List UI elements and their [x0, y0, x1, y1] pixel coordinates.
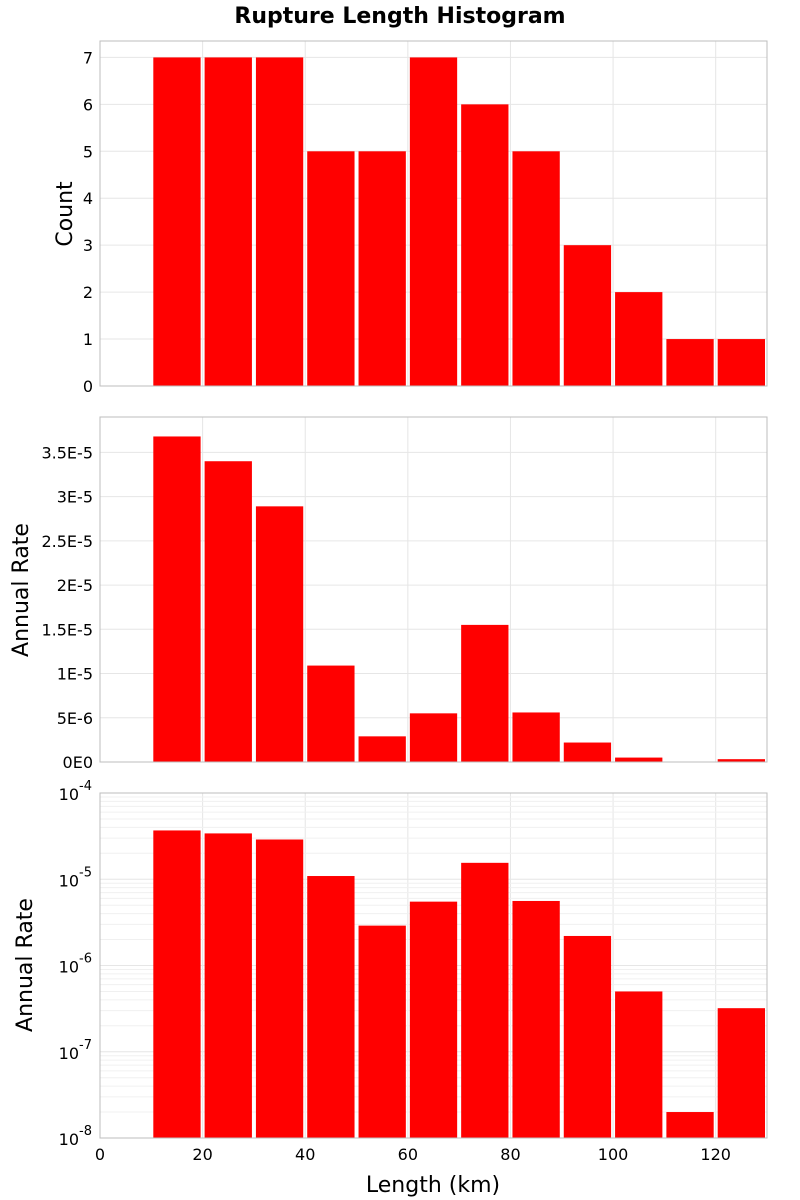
- y-tick-label: 0: [83, 377, 93, 396]
- histogram-bar: [461, 624, 509, 762]
- histogram-bar: [255, 839, 304, 1138]
- y-tick-label: 2E-5: [57, 576, 93, 595]
- y-tick-label: 5E-6: [57, 709, 93, 728]
- ylabel-count: Count: [53, 181, 78, 247]
- histogram-bar: [204, 833, 252, 1138]
- y-tick-label: 7: [83, 48, 93, 67]
- y-tick-label: 1E-5: [57, 665, 93, 684]
- y-tick-label: 1: [83, 330, 93, 349]
- histogram-bar: [153, 57, 201, 387]
- histogram-bar: [615, 757, 663, 762]
- histogram-bar: [204, 57, 252, 387]
- y-tick-label: 6: [83, 95, 93, 114]
- plot-frame: [99, 40, 768, 387]
- histogram-bar: [461, 104, 509, 387]
- x-tick-label: 60: [398, 1145, 418, 1164]
- histogram-bar: [255, 57, 304, 387]
- rate-log-panel: 10-8 10-7 10-6 10-5 10-4 0 20 40 60 80 100 120: [59, 779, 768, 1164]
- histogram-bar: [717, 339, 765, 386]
- y-tick-label: 10-4: [59, 779, 92, 804]
- y-tick-label: 0E0: [63, 753, 93, 772]
- histogram-bar: [409, 57, 458, 387]
- y-tick-label: 3.5E-5: [41, 443, 93, 462]
- y-tick-label: 2.5E-5: [41, 532, 93, 551]
- histogram-bar: [358, 151, 406, 386]
- x-tick-label: 80: [500, 1145, 520, 1164]
- histogram-bar: [563, 935, 612, 1138]
- y-tick-label: 10-6: [59, 952, 92, 977]
- histogram-bar: [717, 759, 765, 762]
- histogram-bar: [409, 901, 458, 1138]
- y-tick-label: 1.5E-5: [41, 620, 93, 639]
- histogram-bar: [461, 862, 509, 1138]
- plot-frame: [99, 792, 768, 1139]
- histogram-bar: [153, 830, 201, 1138]
- histogram-bar: [307, 665, 355, 762]
- x-tick-label: 0: [95, 1145, 105, 1164]
- y-tick-label: 3E-5: [57, 488, 93, 507]
- y-tick-label: 10-7: [59, 1038, 92, 1063]
- ylabel-rate-linear: Annual Rate: [9, 523, 34, 657]
- histogram-bar: [358, 925, 406, 1138]
- rate-linear-panel: 0E0 5E-6 1E-5 1.5E-5 2E-5 2.5E-5 3E-5 3.5E-5: [41, 416, 768, 772]
- histogram-bar: [307, 876, 355, 1138]
- count-panel: 0 1 2 3 4 5 6 7: [83, 40, 768, 396]
- x-tick-label: 40: [295, 1145, 315, 1164]
- histogram-bar: [409, 713, 458, 762]
- ylabel-rate-log: Annual Rate: [13, 898, 38, 1032]
- y-tick-label: 2: [83, 283, 93, 302]
- y-tick-label: 10-5: [59, 865, 92, 890]
- histogram-bar: [563, 742, 612, 762]
- x-tick-label: 20: [192, 1145, 212, 1164]
- histogram-bar: [615, 991, 663, 1138]
- x-tick-label: 100: [598, 1145, 629, 1164]
- histogram-bar: [358, 736, 406, 762]
- y-tick-label: 3: [83, 236, 93, 255]
- histogram-bar: [255, 506, 304, 762]
- histogram-bar: [717, 1008, 765, 1138]
- histogram-bar: [153, 436, 201, 762]
- x-tick-label: 120: [700, 1145, 731, 1164]
- y-tick-label: 5: [83, 142, 93, 161]
- histogram-bar: [512, 151, 560, 386]
- histogram-bar: [615, 292, 663, 386]
- chart-title: Rupture Length Histogram: [234, 4, 565, 29]
- histogram-bar: [204, 461, 252, 762]
- xlabel-length: Length (km): [366, 1173, 500, 1198]
- y-tick-label: 4: [83, 189, 93, 208]
- histogram-bar: [512, 712, 560, 762]
- plot-frame: [99, 416, 768, 763]
- histogram-bar: [666, 1112, 714, 1138]
- histogram-bar: [512, 900, 560, 1138]
- histogram-bar: [307, 151, 355, 386]
- histogram-bar: [563, 245, 612, 386]
- histogram-bar: [666, 339, 714, 386]
- y-tick-label: 10-8: [59, 1124, 92, 1149]
